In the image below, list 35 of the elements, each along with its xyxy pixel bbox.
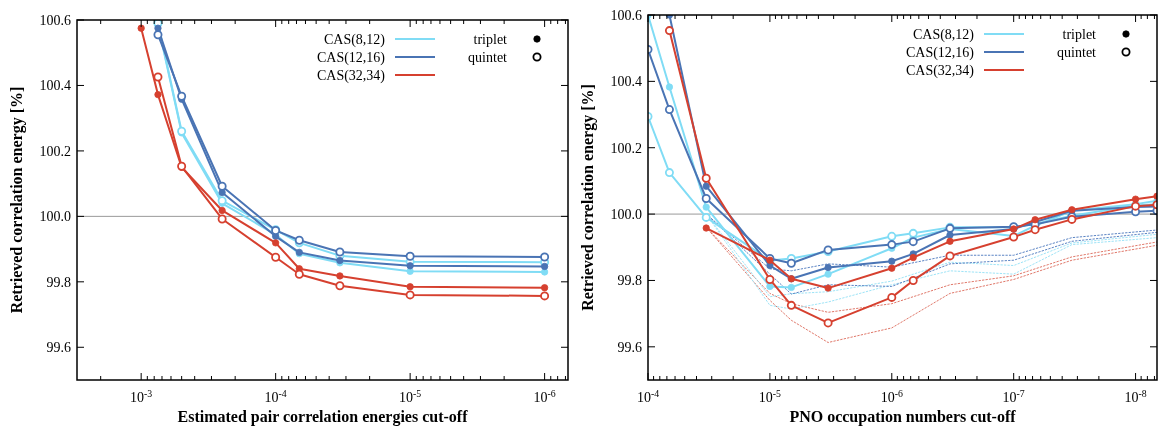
- x-tick-label: 10$^{-6}$: [880, 387, 903, 405]
- y-tick-label: 99.8: [46, 274, 71, 290]
- y-tick-label: 100.2: [610, 140, 642, 156]
- y-tick-label: 99.8: [617, 273, 642, 289]
- legend-label: CAS(8,12): [912, 27, 975, 43]
- y-tick-label: 99.6: [617, 339, 642, 355]
- annotation: triplet: [1062, 27, 1097, 42]
- annotation: quintet: [468, 50, 508, 65]
- x-tick-label: 10$^{-6}$: [533, 387, 556, 405]
- annotation: triplet: [473, 32, 508, 47]
- x-tick-label: 10$^{-4}$: [264, 387, 287, 405]
- y-tick-label: 99.6: [46, 340, 71, 356]
- x-tick-label: 10$^{-4}$: [636, 387, 660, 405]
- x-tick-label: 10$^{-5}$: [399, 387, 422, 405]
- y-tick-label: 100.4: [39, 78, 71, 94]
- x-axis-title: Estimated pair correlation energies cut-off: [177, 408, 469, 426]
- x-tick-label: 10$^{-5}$: [758, 387, 782, 405]
- y-axis-title: Retrieved correlation energy [%]: [579, 84, 597, 311]
- annotation: quintet: [1057, 45, 1097, 60]
- legend-label: CAS(12,16): [316, 50, 386, 66]
- legend-label: CAS(8,12): [323, 32, 386, 48]
- y-tick-label: 100.4: [610, 74, 642, 90]
- y-tick-label: 100.0: [610, 207, 642, 223]
- legend-label: CAS(32,34): [905, 63, 975, 79]
- y-tick-label: 100.6: [39, 13, 71, 28]
- y-tick-label: 100.2: [39, 143, 71, 159]
- x-tick-label: 10$^{-8}$: [1124, 387, 1147, 405]
- y-tick-label: 100.6: [610, 8, 642, 23]
- legend-label: CAS(32,34): [316, 68, 386, 84]
- y-axis-title: Retrieved correlation energy [%]: [8, 86, 26, 314]
- x-tick-label: 10$^{-7}$: [1002, 387, 1025, 405]
- y-tick-label: 100.0: [39, 209, 71, 225]
- x-axis-title: PNO occupation numbers cut-off: [789, 408, 1017, 426]
- x-tick-label: 10$^{-3}$: [130, 387, 153, 405]
- legend-label: CAS(12,16): [905, 45, 975, 61]
